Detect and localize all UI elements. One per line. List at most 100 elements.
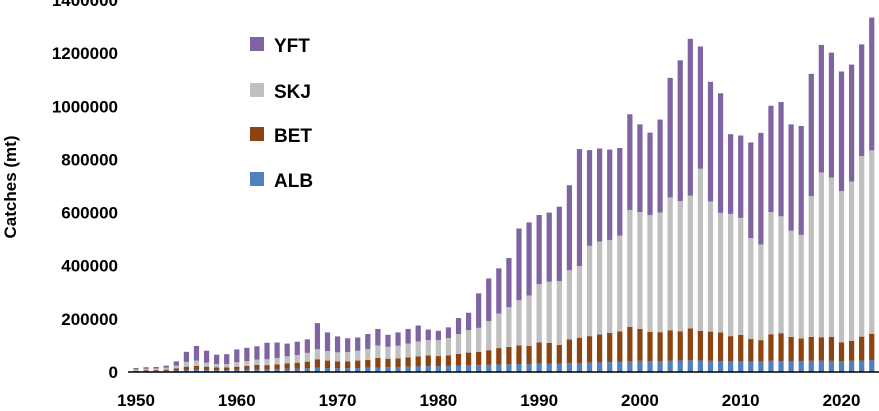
bar-skj — [586, 245, 593, 337]
bar-skj — [334, 352, 341, 362]
bar-bet — [627, 326, 633, 362]
bar-yft — [677, 60, 683, 202]
bar-alb — [526, 364, 532, 372]
bar-alb — [596, 362, 603, 372]
bar-bet — [778, 333, 784, 362]
bar-yft — [496, 268, 502, 314]
bar-bet — [254, 364, 260, 370]
bar-alb — [566, 363, 573, 372]
bar-yft — [274, 342, 280, 358]
bar-bet — [748, 339, 754, 362]
bar-yft — [244, 347, 250, 362]
y-tick-label: 1400000 — [52, 0, 118, 10]
bar-skj — [526, 295, 532, 346]
bar-alb — [728, 361, 734, 372]
bar-yft — [778, 102, 784, 217]
bar-yft — [183, 351, 190, 362]
bar-bet — [596, 334, 603, 363]
bar-yft — [385, 334, 391, 347]
bar-yft — [768, 105, 774, 213]
bar-alb — [647, 361, 653, 372]
bar-bet — [455, 353, 462, 366]
legend-swatch-skj — [250, 83, 264, 97]
legend-swatch-alb — [250, 172, 264, 186]
bar-bet — [476, 351, 482, 366]
bar-bet — [697, 330, 704, 361]
bar-alb — [667, 360, 673, 372]
bar-skj — [818, 172, 824, 338]
x-tick-label: 1970 — [319, 391, 357, 410]
bar-skj — [214, 364, 220, 368]
bar-skj — [617, 235, 623, 332]
bar-yft — [758, 132, 764, 245]
bar-yft — [707, 81, 714, 202]
bar-yft — [425, 329, 431, 341]
bar-bet — [788, 336, 794, 362]
bar-skj — [445, 337, 452, 356]
bar-skj — [707, 201, 714, 332]
bar-yft — [607, 149, 613, 240]
bar-bet — [445, 355, 452, 366]
bar-yft — [224, 354, 230, 365]
bar-bet — [143, 370, 149, 371]
bar-skj — [425, 340, 431, 356]
legend-label-yft: YFT — [274, 36, 310, 57]
bar-alb — [687, 360, 693, 372]
bar-alb — [435, 366, 441, 372]
bar-bet — [607, 332, 613, 363]
bar-alb — [193, 369, 200, 372]
bar-skj — [496, 313, 502, 349]
bar-alb — [607, 362, 613, 372]
bar-bet — [546, 342, 552, 364]
bar-yft — [375, 328, 381, 346]
bar-bet — [234, 366, 240, 370]
bar-bet — [324, 360, 331, 369]
bar-yft — [526, 222, 532, 296]
bar-alb — [465, 365, 472, 372]
bar-bet — [717, 332, 724, 362]
bar-alb — [395, 366, 401, 372]
x-tick-label: 2000 — [621, 391, 659, 410]
bar-yft — [748, 142, 754, 239]
bar-bet — [365, 359, 371, 368]
bar-yft — [556, 206, 562, 282]
bar-skj — [224, 364, 230, 368]
bar-skj — [355, 350, 361, 361]
bar-yft — [254, 346, 260, 360]
bar-yft — [465, 312, 472, 331]
bar-alb — [375, 367, 381, 372]
bar-bet — [405, 357, 411, 367]
bar-skj — [768, 212, 774, 335]
bar-alb — [365, 367, 371, 372]
bar-skj — [848, 181, 855, 341]
bar-yft — [687, 38, 693, 196]
bar-bet — [385, 358, 391, 368]
bar-alb — [476, 365, 482, 372]
bar-skj — [556, 281, 562, 345]
bar-alb — [828, 360, 835, 372]
x-tick-label: 1990 — [520, 391, 558, 410]
bar-bet — [334, 361, 341, 369]
bar-bet — [203, 366, 210, 370]
bar-skj — [133, 369, 139, 371]
bar-yft — [566, 185, 573, 271]
bar-alb — [244, 369, 250, 372]
bar-yft — [395, 332, 401, 346]
bar-alb — [486, 364, 492, 372]
bar-bet — [224, 367, 230, 371]
bar-yft — [133, 368, 139, 370]
bar-alb — [738, 361, 744, 372]
bar-skj — [687, 195, 693, 329]
bar-alb — [536, 363, 542, 372]
bar-yft — [838, 71, 845, 192]
bar-skj — [324, 351, 331, 361]
bar-bet — [304, 361, 310, 369]
bar-alb — [385, 367, 391, 372]
bar-yft — [486, 278, 492, 321]
bar-yft — [788, 124, 794, 231]
y-tick-label: 800000 — [61, 150, 118, 169]
bar-alb — [415, 366, 421, 372]
x-tick-label: 2020 — [823, 391, 861, 410]
bar-skj — [838, 191, 845, 343]
bar-yft — [586, 150, 593, 246]
